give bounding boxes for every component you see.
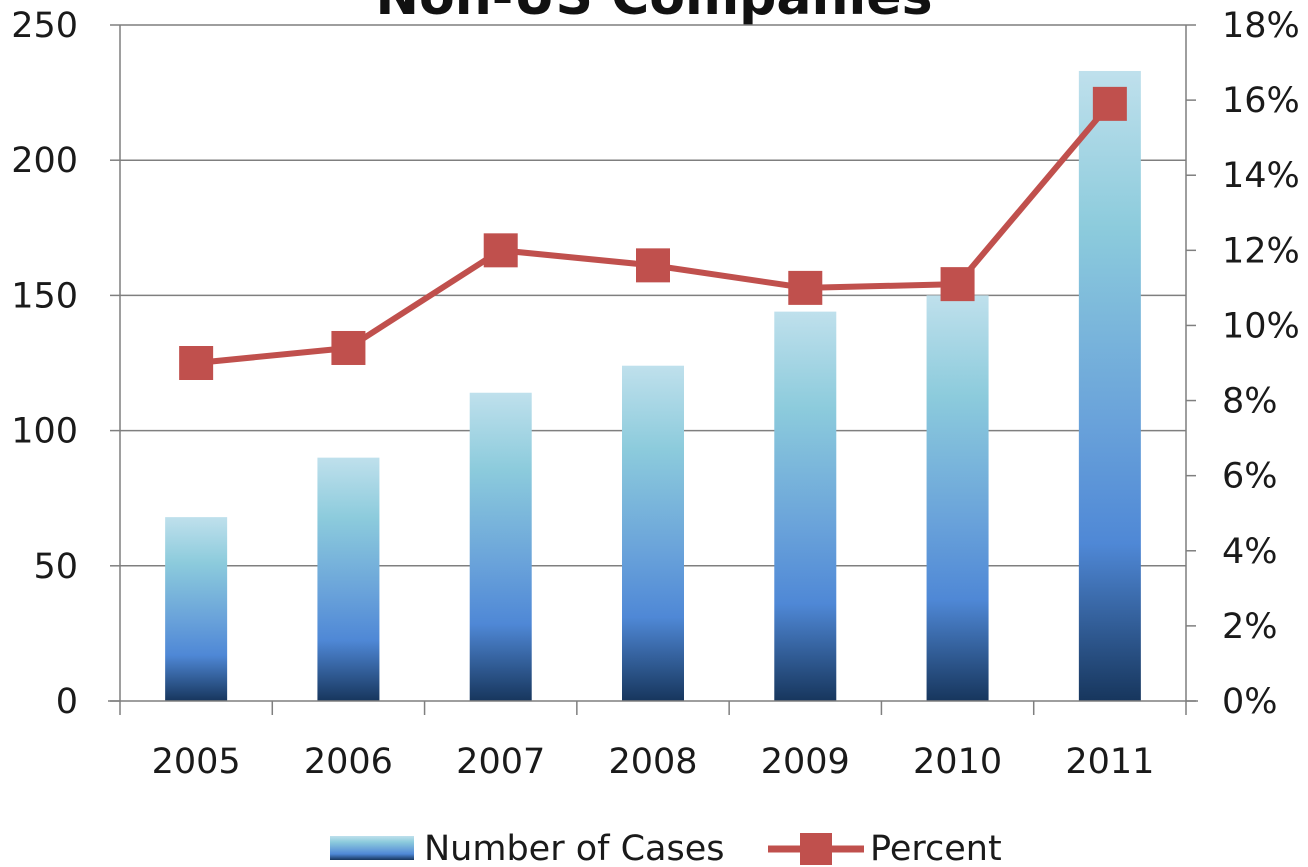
x-tick-label-2011: 2011 <box>1065 742 1154 782</box>
x-tick-label-2009: 2009 <box>761 742 850 782</box>
x-tick-label-2005: 2005 <box>152 742 241 782</box>
x-tick-label-2010: 2010 <box>913 742 1002 782</box>
axes <box>108 25 1198 702</box>
right-tick-label: 4% <box>1222 532 1278 572</box>
legend-swatch-marker <box>800 833 832 865</box>
bar-2005 <box>165 517 228 701</box>
x-tick-label-2006: 2006 <box>304 742 393 782</box>
legend-swatch-bars <box>330 836 414 860</box>
bar-2007 <box>469 392 532 701</box>
right-tick-label: 6% <box>1222 457 1278 497</box>
right-tick-label: 12% <box>1222 231 1300 271</box>
x-tick-label-2008: 2008 <box>608 742 697 782</box>
left-tick-label: 100 <box>11 412 78 452</box>
bar-series <box>165 70 1141 701</box>
bar-2011 <box>1078 70 1141 701</box>
right-tick-label: 2% <box>1222 607 1278 647</box>
right-tick-label: 16% <box>1222 81 1300 121</box>
percent-marker-2011 <box>1092 86 1127 121</box>
percent-marker-2007 <box>483 233 518 268</box>
left-tick-label: 250 <box>11 6 78 46</box>
bar-2008 <box>622 365 684 701</box>
legend: Number of Cases Percent <box>330 829 1002 867</box>
percent-marker-2009 <box>788 270 823 305</box>
right-tick-label: 0% <box>1222 682 1278 722</box>
percent-marker-2005 <box>179 346 214 380</box>
bar-2006 <box>317 457 380 701</box>
bar-2009 <box>774 311 837 701</box>
left-tick-label: 200 <box>11 141 78 181</box>
percent-marker-2008 <box>636 248 670 283</box>
left-tick-label: 150 <box>11 276 78 316</box>
percent-marker-2006 <box>331 330 366 365</box>
percent-marker-2010 <box>940 267 975 302</box>
legend-label-bars: Number of Cases <box>424 829 724 867</box>
right-tick-label: 14% <box>1222 156 1300 196</box>
legend-label-line: Percent <box>870 829 1002 867</box>
right-axis-ticks: 0% 2% 4% 6% 8% 10% 12% 14% 16% 18% <box>1186 6 1300 722</box>
bar-2010 <box>926 295 989 701</box>
left-tick-label: 50 <box>33 547 78 587</box>
chart-title: Non-US Companies <box>375 0 932 27</box>
right-tick-label: 18% <box>1222 6 1300 46</box>
x-axis-ticks: 2005 2006 2007 2008 2009 2010 2011 <box>119 701 1187 782</box>
right-tick-label: 10% <box>1222 306 1300 346</box>
left-axis-ticks: 0 50 100 150 200 250 <box>11 6 120 722</box>
gridlines <box>120 24 1186 567</box>
right-tick-label: 8% <box>1222 382 1278 422</box>
line-series <box>179 86 1127 380</box>
left-tick-label: 0 <box>56 682 78 722</box>
x-tick-label-2007: 2007 <box>456 742 545 782</box>
